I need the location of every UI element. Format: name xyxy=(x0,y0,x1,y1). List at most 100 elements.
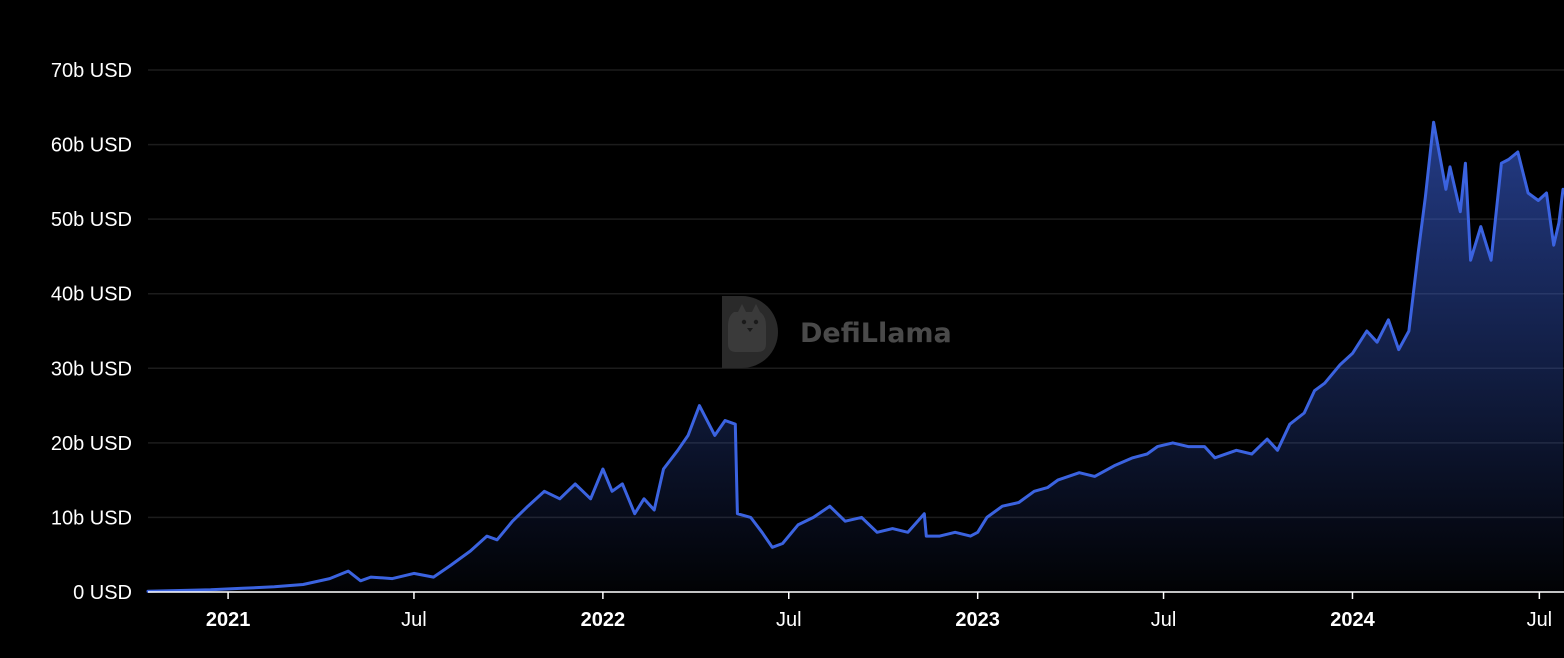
data-point xyxy=(391,577,394,580)
data-point xyxy=(714,434,716,437)
data-point xyxy=(749,516,752,519)
data-point xyxy=(1408,330,1410,332)
data-point xyxy=(1417,251,1419,254)
data-point xyxy=(1387,319,1390,321)
axis-labels: 0 USD 10b USD 20b USD 30b USD 40b USD 50b USD… xyxy=(51,60,1564,631)
data-point xyxy=(469,550,472,552)
data-point xyxy=(1507,158,1510,161)
data-point xyxy=(273,585,276,588)
data-point xyxy=(413,572,415,575)
data-point xyxy=(1449,166,1451,168)
data-point xyxy=(1289,423,1291,426)
data-point xyxy=(1500,162,1503,165)
data-point xyxy=(891,527,894,530)
data-point xyxy=(938,535,941,537)
data-point xyxy=(1464,162,1467,165)
x-tick-label: Jul xyxy=(1151,609,1177,631)
data-point xyxy=(986,516,988,519)
data-point xyxy=(1469,259,1472,261)
data-point xyxy=(302,583,304,586)
x-tick-label: 2024 xyxy=(1330,609,1375,631)
x-tick-label: 2021 xyxy=(206,609,251,631)
data-point xyxy=(1537,199,1540,202)
data-point xyxy=(1033,490,1035,493)
data-point xyxy=(1366,330,1368,332)
data-point xyxy=(1459,210,1462,213)
data-point xyxy=(1171,442,1174,444)
data-point xyxy=(432,576,435,578)
watermark-text: DefiLlama xyxy=(800,318,952,349)
data-point xyxy=(1445,188,1447,191)
y-tick-label: 10b USD xyxy=(51,507,132,529)
data-point xyxy=(860,516,863,519)
data-point xyxy=(954,531,956,534)
y-tick-label: 20b USD xyxy=(51,433,132,455)
data-point xyxy=(1001,505,1004,508)
data-point xyxy=(1562,188,1564,191)
data-point xyxy=(736,512,739,515)
data-point xyxy=(1552,244,1555,247)
data-point xyxy=(1046,486,1049,489)
data-point xyxy=(734,423,737,426)
data-point xyxy=(543,490,546,493)
data-point xyxy=(1376,341,1378,343)
data-point xyxy=(907,531,909,534)
data-point xyxy=(611,490,613,493)
data-point xyxy=(1203,445,1206,448)
data-point xyxy=(209,588,212,591)
data-point xyxy=(761,531,763,534)
x-tick-label: 2022 xyxy=(581,609,626,631)
data-point xyxy=(496,539,498,541)
data-point xyxy=(359,580,362,582)
data-point xyxy=(449,565,451,567)
data-point xyxy=(1114,464,1117,467)
data-point xyxy=(643,497,645,500)
series-line-layer xyxy=(146,120,1564,593)
data-point xyxy=(1156,445,1159,448)
data-point xyxy=(1424,195,1427,198)
data-point xyxy=(486,535,488,537)
data-point xyxy=(511,520,514,522)
data-point xyxy=(1251,453,1253,455)
data-point xyxy=(829,505,831,508)
data-point xyxy=(724,419,726,422)
y-tick-label: 0 USD xyxy=(73,582,132,604)
x-tick-label: Jul xyxy=(401,609,427,631)
data-point xyxy=(1397,348,1400,351)
data-point xyxy=(589,497,592,500)
data-point xyxy=(1303,412,1306,414)
data-point xyxy=(1339,363,1341,366)
watermark: DefiLlama xyxy=(722,296,952,368)
llama-logo-icon xyxy=(722,296,778,368)
data-point xyxy=(1266,438,1269,440)
data-point xyxy=(1313,389,1316,392)
x-tick-label: 2023 xyxy=(955,609,1000,631)
data-point xyxy=(1131,456,1134,459)
data-point xyxy=(1017,501,1020,504)
data-point xyxy=(844,520,847,522)
data-point xyxy=(677,449,679,452)
data-point xyxy=(1214,456,1216,459)
data-point xyxy=(687,434,689,437)
data-point xyxy=(876,531,878,534)
data-point xyxy=(574,483,576,485)
x-tick-label: Jul xyxy=(776,609,802,631)
y-tick-label: 70b USD xyxy=(51,60,132,82)
data-point xyxy=(1545,192,1548,194)
data-point xyxy=(771,546,774,549)
data-point xyxy=(1093,475,1096,478)
data-point xyxy=(1351,352,1354,355)
data-point xyxy=(527,505,529,508)
data-point xyxy=(925,535,928,537)
data-point xyxy=(976,531,979,534)
data-point xyxy=(1558,222,1560,224)
data-point xyxy=(923,512,926,515)
grid-lines xyxy=(148,69,1564,593)
data-point xyxy=(328,577,331,580)
data-point xyxy=(621,483,624,485)
y-tick-label: 40b USD xyxy=(51,284,132,306)
data-point xyxy=(1516,151,1519,153)
data-point xyxy=(812,516,815,519)
